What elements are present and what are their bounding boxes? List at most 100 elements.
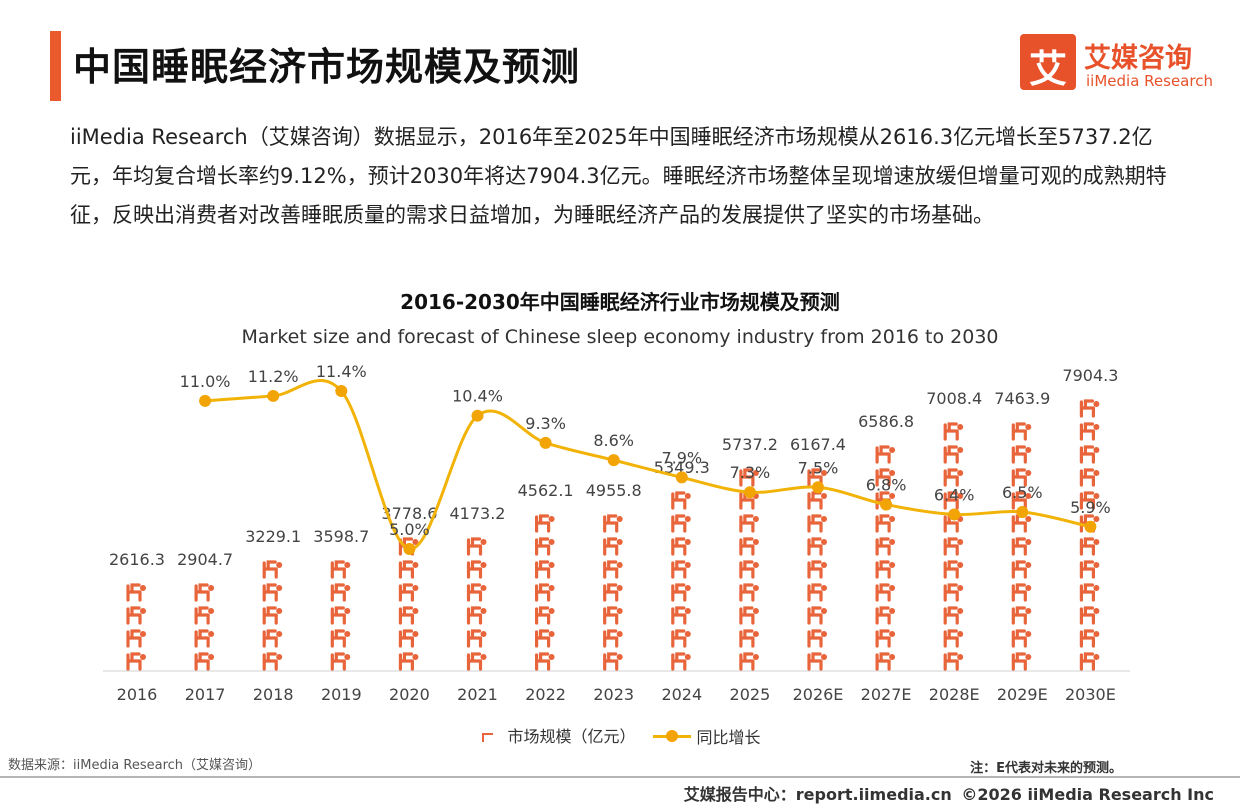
bar-icon	[943, 537, 964, 556]
bar-icon	[1079, 468, 1100, 487]
growth-value-label: 5.9%	[1070, 498, 1111, 517]
bed-icon	[739, 560, 755, 579]
bed-head-icon	[1025, 654, 1032, 660]
bar-icon	[671, 652, 691, 671]
bed-head-icon	[344, 608, 351, 614]
bar-icon	[739, 468, 759, 487]
bar-2027E	[875, 445, 896, 671]
legend-item-market-size[interactable]: 市场规模（亿元）	[479, 723, 635, 747]
x-tick-label: 2017	[185, 685, 226, 704]
bed-head-icon	[821, 493, 827, 499]
bar-icon	[262, 583, 283, 602]
bed-head-icon	[276, 608, 283, 614]
bed-icon	[603, 629, 619, 648]
legend-line-icon	[652, 730, 691, 742]
bed-head-icon	[684, 654, 691, 660]
bed-icon	[671, 514, 687, 533]
bar-icon	[603, 629, 623, 648]
growth-point-2025	[743, 486, 756, 499]
bed-icon	[943, 468, 959, 487]
bar-value-label: 7904.3	[1062, 366, 1118, 385]
title-accent-bar	[50, 31, 61, 101]
bar-value-label: 4955.8	[586, 481, 642, 500]
bar-icon	[603, 606, 623, 625]
bed-head-icon	[548, 654, 555, 660]
bed-head-icon	[1025, 539, 1032, 545]
bed-icon	[194, 629, 210, 648]
growth-point-2018	[267, 389, 280, 402]
legend-label-yoy-growth: 同比增长	[696, 728, 761, 747]
bar-icon	[1011, 629, 1032, 648]
bar-2018	[262, 560, 283, 671]
bed-icon	[398, 652, 414, 671]
bed-icon	[807, 560, 823, 579]
growth-point-2024	[675, 471, 688, 484]
growth-value-label: 7.3%	[730, 463, 771, 482]
bar-icon	[1011, 422, 1032, 441]
growth-point-2026E	[812, 481, 824, 494]
bed-head-icon	[889, 631, 896, 637]
x-tick-label: 2023	[593, 685, 634, 704]
chart-legend: 市场规模（亿元） 同比增长	[0, 723, 1240, 748]
bar-icon	[534, 583, 555, 602]
bar-icon	[603, 537, 623, 556]
bed-head-icon	[276, 654, 283, 660]
bed-icon	[807, 652, 823, 671]
bed-head-icon	[889, 539, 896, 545]
bar-2024	[671, 491, 691, 671]
bed-head-icon	[412, 539, 419, 545]
bar-2021	[466, 537, 487, 671]
bed-head-icon	[480, 654, 487, 660]
bed-icon	[739, 583, 755, 602]
report-center-link[interactable]: 艾媒报告中心：report.iimedia.cn	[683, 785, 952, 804]
bar-icon	[330, 560, 351, 579]
x-tick-label: 2027E	[861, 685, 912, 704]
bed-icon	[1011, 629, 1027, 648]
bed-head-icon	[344, 654, 351, 660]
x-tick-label: 2024	[661, 685, 702, 704]
bed-icon	[943, 491, 959, 510]
bed-icon	[534, 652, 551, 671]
brand-name-cn: 艾媒咨询	[1084, 43, 1192, 74]
bed-head-icon	[1093, 562, 1100, 568]
bed-icon	[1079, 560, 1096, 579]
bar-icon	[1079, 606, 1100, 625]
bar-icon	[466, 583, 487, 602]
bed-icon	[875, 514, 891, 533]
bed-icon	[739, 514, 755, 533]
bar-icon	[603, 583, 623, 602]
bar-icon	[739, 629, 759, 648]
bed-head-icon	[889, 608, 896, 614]
bed-head-icon	[1093, 654, 1100, 660]
bar-icon	[1011, 583, 1032, 602]
bed-icon	[126, 583, 142, 602]
bed-icon	[1079, 629, 1096, 648]
bed-icon	[875, 560, 891, 579]
bar-icon	[126, 652, 146, 671]
bed-head-icon	[208, 631, 215, 637]
bar-icon	[875, 560, 896, 579]
bed-head-icon	[889, 562, 896, 568]
bed-icon	[466, 629, 483, 648]
bed-head-icon	[616, 539, 623, 545]
bed-head-icon	[548, 516, 555, 522]
description-paragraph: iiMedia Research（艾媒咨询）数据显示，2016年至2025年中国…	[70, 125, 1167, 227]
bed-head-icon	[1025, 470, 1032, 476]
bed-head-icon	[684, 631, 691, 637]
bed-icon	[943, 537, 959, 556]
legend-item-yoy-growth[interactable]: 同比增长	[652, 724, 761, 748]
bar-icon	[943, 629, 964, 648]
bar-icon	[466, 537, 487, 556]
bed-icon	[739, 652, 755, 671]
bar-2019	[330, 560, 351, 671]
bed-head-icon	[752, 516, 759, 522]
bar-value-label: 3778.6	[381, 504, 437, 523]
bar-value-label: 3229.1	[245, 527, 301, 546]
bed-icon	[1011, 560, 1027, 579]
bed-icon	[262, 606, 278, 625]
bar-icon	[330, 583, 351, 602]
bed-head-icon	[1093, 631, 1100, 637]
bar-icon	[1011, 537, 1032, 556]
growth-point-2029E	[1016, 505, 1029, 518]
bed-head-icon	[889, 493, 896, 499]
